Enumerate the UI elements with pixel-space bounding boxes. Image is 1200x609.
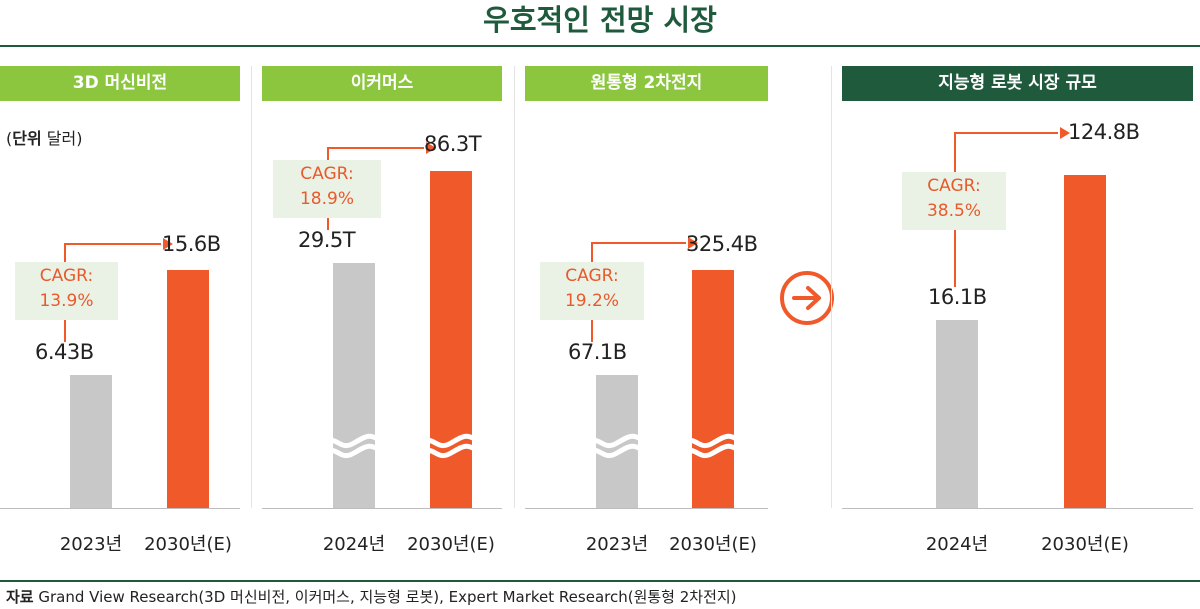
panel-separator — [514, 66, 515, 508]
cagr-label: CAGR: — [927, 176, 981, 196]
cagr-box: CAGR: 38.5% — [902, 172, 1006, 230]
arrow-head-icon — [1060, 127, 1070, 139]
chart-baseline — [525, 508, 768, 509]
panel-separator — [831, 66, 832, 508]
source-note: 자료 Grand View Research(3D 머신비전, 이커머스, 지능… — [6, 586, 737, 607]
axis-break-mark — [584, 443, 650, 459]
cagr-value: 13.9% — [39, 291, 94, 311]
cagr-box: CAGR: 19.2% — [540, 262, 644, 320]
data-label-base-year: 29.5T — [298, 228, 356, 252]
data-label-base-year: 6.43B — [35, 340, 94, 364]
bar-forecast-year — [692, 270, 734, 508]
cagr-value: 19.2% — [564, 291, 619, 311]
x-tick-label: 2023년 — [585, 534, 649, 555]
panel-header: 3D 머신비전 — [0, 66, 240, 101]
data-label-forecast-year: 86.3T — [424, 132, 482, 156]
bar-forecast-year — [1064, 175, 1106, 508]
axis-break-mark — [680, 443, 746, 459]
cagr-value: 18.9% — [299, 189, 354, 209]
data-label-base-year: 16.1B — [928, 285, 987, 309]
source-label: 자료 — [6, 588, 34, 606]
arrow-head-icon — [163, 238, 173, 250]
data-label-forecast-year: 325.4B — [686, 232, 758, 256]
x-tick-label: 2023년 — [59, 534, 123, 555]
footer-divider — [0, 580, 1200, 582]
arrow-right-icon — [780, 271, 834, 325]
data-label-base-year: 67.1B — [568, 340, 627, 364]
panel-header: 원통형 2차전지 — [525, 66, 768, 101]
x-tick-label: 2030년(E) — [144, 534, 232, 555]
arrow-head-icon — [688, 237, 698, 249]
x-tick-label: 2030년(E) — [669, 534, 757, 555]
axis-break-mark — [321, 443, 387, 459]
cagr-value: 38.5% — [926, 201, 981, 221]
bar-base-year — [70, 375, 112, 508]
axis-break-mark — [584, 433, 650, 449]
data-label-forecast-year: 15.6B — [162, 232, 221, 256]
source-text: Grand View Research(3D 머신비전, 이커머스, 지능형 로… — [33, 588, 737, 606]
axis-break-mark — [418, 443, 484, 459]
chart-baseline — [0, 508, 240, 509]
panel-separator — [251, 66, 252, 508]
axis-break-mark — [680, 433, 746, 449]
x-tick-label: 2024년 — [925, 534, 989, 555]
chart-baseline — [842, 508, 1193, 509]
cagr-label: CAGR: — [565, 266, 619, 286]
unit-label-rest: 달러) — [41, 129, 83, 148]
page-title: 우호적인 전망 시장 — [483, 3, 717, 37]
unit-label-open: ( — [6, 129, 13, 148]
unit-label: (단위 달러) — [6, 125, 82, 149]
arrow-head-icon — [426, 142, 436, 154]
cagr-box: CAGR: 18.9% — [273, 160, 381, 218]
chart-baseline — [262, 508, 502, 509]
axis-break-mark — [321, 433, 387, 449]
growth-connector-line — [954, 132, 1058, 172]
cagr-label: CAGR: — [39, 266, 94, 286]
x-tick-label: 2030년(E) — [1041, 534, 1129, 555]
panel-header: 지능형 로봇 시장 규모 — [842, 66, 1193, 101]
cagr-label: CAGR: — [300, 164, 354, 184]
cagr-box: CAGR: 13.9% — [15, 262, 118, 320]
title-divider — [0, 45, 1200, 47]
bar-forecast-year — [167, 270, 209, 508]
growth-connector-line — [64, 243, 161, 262]
growth-connector-line — [591, 242, 686, 262]
data-label-forecast-year: 124.8B — [1068, 120, 1140, 144]
bar-base-year — [936, 320, 978, 508]
x-tick-label: 2030년(E) — [407, 534, 495, 555]
unit-label-bold: 단위 — [12, 129, 42, 148]
x-tick-label: 2024년 — [322, 534, 386, 555]
bar-base-year — [333, 263, 375, 508]
panel-header: 이커머스 — [262, 66, 502, 101]
axis-break-mark — [418, 433, 484, 449]
growth-connector-line — [327, 147, 424, 160]
